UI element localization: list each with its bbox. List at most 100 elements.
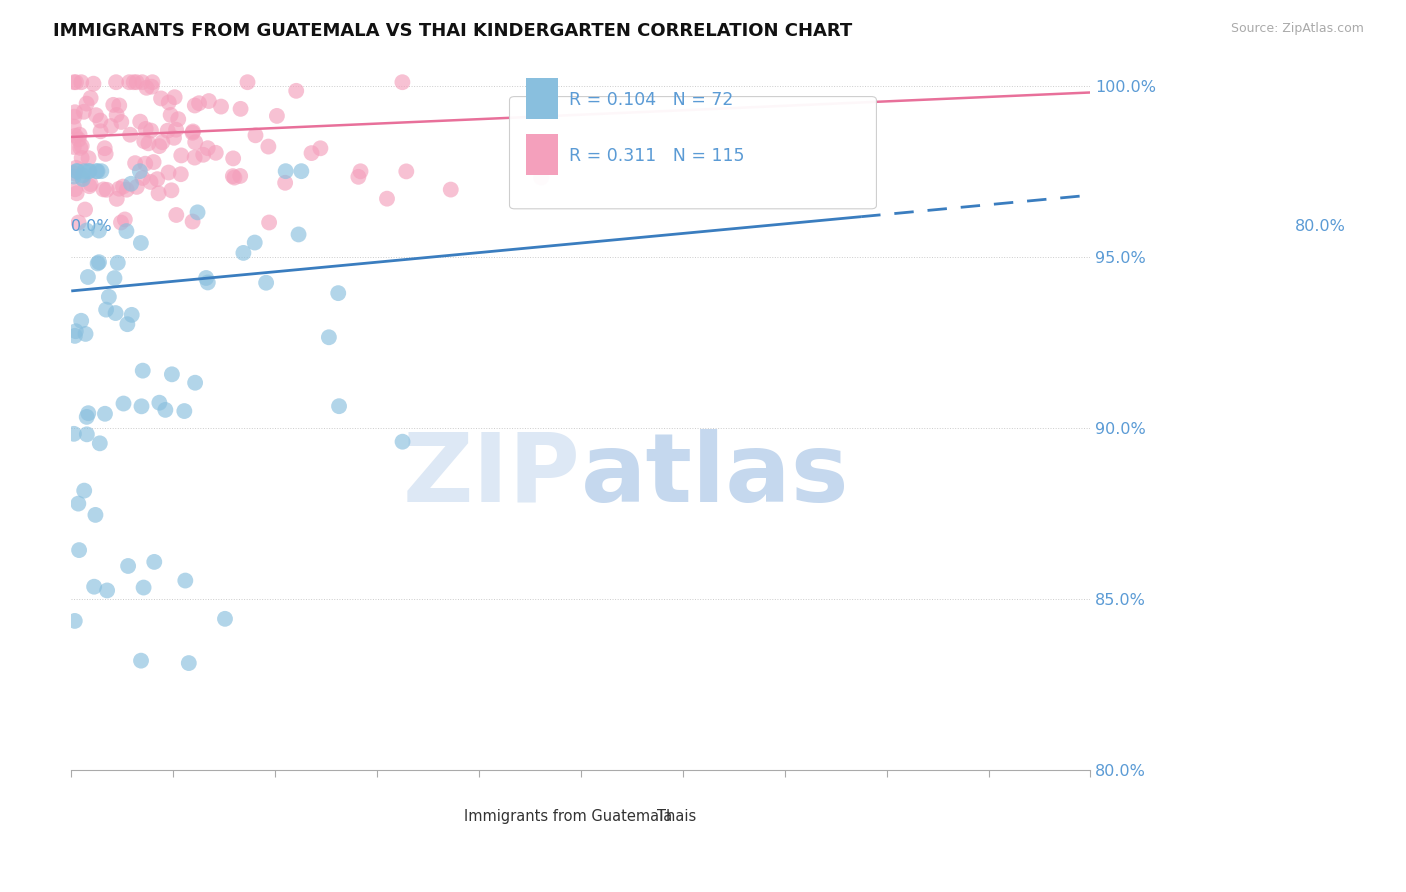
Point (157, 95, 180, 110)
Point (65, 75, 87, 89)
Point (120, 177, 142, 191)
Point (132, 364, 155, 378)
Point (349, 164, 371, 178)
Point (86, 164, 108, 178)
Point (195, 271, 218, 285)
Point (86, 164, 108, 178)
Point (181, 214, 204, 228)
Point (128, 164, 150, 178)
Point (67, 132, 90, 146)
Point (170, 167, 193, 181)
Point (197, 276, 219, 290)
Point (148, 139, 170, 153)
Point (197, 141, 219, 155)
Point (243, 235, 266, 250)
Point (63, 614, 86, 628)
Point (65, 164, 87, 178)
Point (83, 580, 105, 594)
Point (125, 180, 148, 194)
Point (63, 75, 86, 89)
Point (224, 170, 246, 185)
Point (184, 98, 207, 112)
Point (94, 147, 117, 161)
Point (209, 99, 232, 113)
Point (75, 202, 97, 217)
Point (163, 130, 186, 145)
Point (530, 170, 553, 185)
Point (148, 186, 170, 201)
Point (187, 205, 209, 219)
Point (108, 182, 131, 196)
Point (66, 186, 89, 201)
Point (129, 654, 152, 668)
Point (124, 156, 146, 170)
Point (62, 140, 84, 154)
Point (108, 98, 131, 112)
Point (214, 612, 236, 626)
FancyBboxPatch shape (436, 805, 461, 829)
Point (79, 164, 101, 178)
Point (142, 155, 165, 169)
Text: atlas: atlas (581, 429, 849, 522)
Point (77, 151, 100, 165)
Point (77, 164, 100, 178)
Text: ZIP: ZIP (404, 429, 581, 522)
Point (139, 175, 162, 189)
Point (290, 164, 312, 178)
FancyBboxPatch shape (509, 96, 876, 209)
Point (105, 192, 128, 206)
Point (148, 395, 170, 409)
Point (229, 169, 252, 183)
Point (65, 324, 87, 338)
Point (198, 94, 221, 108)
Point (395, 164, 418, 178)
Point (77, 270, 100, 285)
Point (77, 406, 100, 420)
Point (177, 656, 200, 670)
Point (93, 182, 115, 196)
Point (70, 171, 93, 186)
Point (76, 409, 98, 424)
Point (65, 128, 87, 143)
Point (112, 179, 135, 194)
Point (93, 141, 115, 155)
Point (440, 183, 463, 197)
Point (70, 151, 93, 165)
Point (115, 183, 138, 197)
Point (118, 75, 141, 89)
Point (318, 330, 340, 344)
Point (79, 177, 101, 191)
Point (69, 141, 91, 155)
Point (134, 157, 156, 171)
Point (84, 508, 107, 522)
Point (222, 169, 245, 183)
Point (135, 80, 157, 95)
Point (63, 426, 86, 441)
Point (90, 124, 112, 138)
Point (62, 120, 84, 134)
Point (391, 434, 413, 449)
Point (129, 114, 152, 128)
Text: 80.0%: 80.0% (1295, 219, 1346, 234)
Point (274, 164, 297, 178)
Point (229, 102, 252, 116)
Point (70, 75, 93, 89)
Point (183, 151, 205, 165)
Point (165, 122, 187, 136)
Point (96, 183, 118, 197)
Point (114, 212, 136, 227)
Point (117, 559, 139, 574)
Text: Source: ZipAtlas.com: Source: ZipAtlas.com (1230, 22, 1364, 36)
Text: Immigrants from Guatemala: Immigrants from Guatemala (464, 809, 672, 824)
Point (89, 113, 111, 128)
Point (328, 399, 350, 413)
Point (90, 164, 112, 178)
Point (181, 126, 204, 140)
Point (122, 75, 145, 89)
Point (170, 148, 193, 162)
Point (236, 75, 259, 89)
Point (112, 396, 135, 410)
Text: Thais: Thais (657, 809, 696, 824)
Point (87, 223, 110, 237)
Point (89, 436, 111, 450)
